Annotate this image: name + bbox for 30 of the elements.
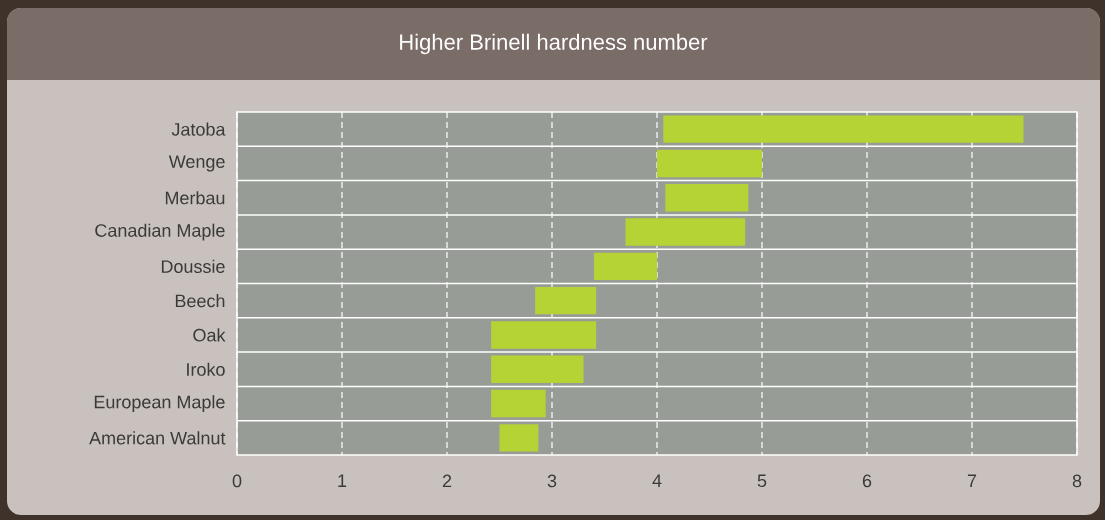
chart-title: Higher Brinell hardness number [400,33,708,55]
bar [535,286,597,315]
y-tick-label: European Maple [94,395,225,412]
x-tick-label: 8 [1072,474,1082,488]
x-tick-label: 5 [757,474,767,488]
y-tick-label: Wenge [168,155,225,172]
x-tick-label: 6 [862,474,872,488]
y-tick-label: Iroko [187,362,225,376]
x-tick-label: 4 [652,474,662,487]
bar [491,389,546,418]
y-tick-label: Beech [175,294,225,308]
bar [625,218,746,246]
y-tick-label: Jatoba [171,122,226,136]
bar [594,252,657,281]
bar [657,149,762,178]
x-tick-label: 2 [442,474,452,488]
y-tick-label: Canadian Maple [95,223,225,241]
bar [663,115,1024,143]
y-tick-label: Merbau [165,191,225,205]
bar [491,355,584,383]
y-tick-label: Doussie [161,259,225,273]
y-tick-label: Oak [193,328,226,342]
y-tick-label: American Walnut [89,431,226,445]
bar [491,321,597,349]
bar [665,184,749,212]
bar [499,424,539,452]
x-tick-label: 1 [338,474,347,487]
x-tick-label: 7 [967,474,977,487]
x-tick-label: 3 [547,474,557,488]
x-tick-label: 0 [232,474,242,488]
